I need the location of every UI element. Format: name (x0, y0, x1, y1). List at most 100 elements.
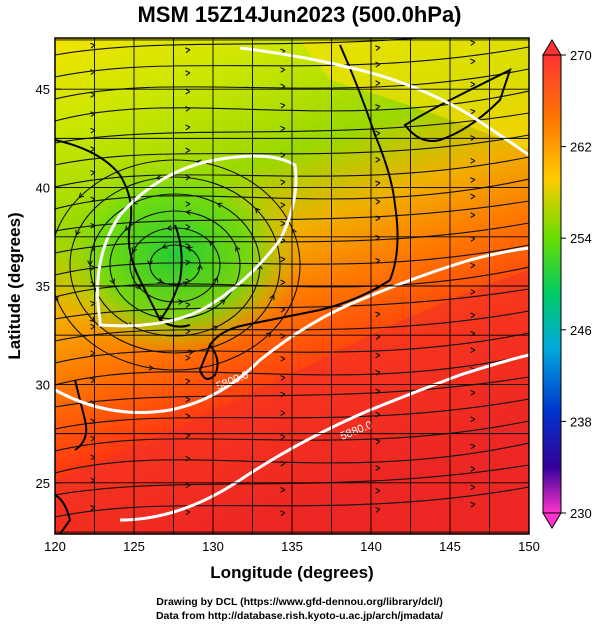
streamline-arrow (185, 455, 191, 462)
streamline-arrow (269, 294, 275, 301)
x-tick-label: 135 (281, 539, 303, 554)
colorbar-scale (542, 54, 562, 514)
streamline-loop (129, 227, 221, 303)
x-axis: 120 125 130 135 140 145 150 (44, 528, 540, 554)
contour-low-center (96, 154, 298, 328)
colorbar-bottom-triangle (542, 512, 562, 529)
streamline-arrow (185, 209, 192, 216)
colorbar-tick-label: 230 (570, 506, 592, 521)
y-axis: 25 30 35 40 45 (36, 82, 61, 491)
streamline-arrow (375, 215, 381, 222)
streamline-arrow (185, 378, 191, 385)
streamline-arrow (470, 288, 476, 295)
streamline-arrow (470, 389, 476, 396)
streamline-arrow (280, 487, 286, 493)
streamline-arrow (470, 501, 476, 508)
streamline-arrow (470, 177, 476, 183)
colorbar-tick-label: 262 (570, 140, 592, 155)
streamline-arrow (185, 302, 191, 308)
streamline-arrow (375, 465, 381, 472)
streamline-arrow (375, 198, 381, 205)
x-axis-label: Longitude (degrees) (210, 563, 373, 582)
streamline-arrow (470, 40, 476, 46)
streamline-arrow (185, 243, 191, 249)
colorbar-tick-label: 238 (570, 414, 592, 429)
streamline-arrow (470, 416, 476, 423)
streamline-arrow (280, 355, 286, 362)
streamline-arrow (157, 277, 163, 284)
streamline-arrow (280, 391, 286, 398)
streamline-arrow (375, 80, 381, 87)
streamline-arrow (185, 174, 191, 181)
streamline-arrow (470, 193, 476, 200)
streamline-arrow (280, 125, 286, 132)
footer-credit-data: Data from http://database.rish.kyoto-u.a… (155, 610, 444, 622)
streamline-arrow (197, 264, 203, 270)
streamline-arrow (280, 510, 286, 517)
streamline-arrow (185, 70, 191, 77)
streamline-arrow (235, 246, 241, 252)
streamline-arrow (78, 192, 85, 199)
streamline-arrow (470, 312, 476, 319)
streamline-arrow (185, 354, 191, 361)
streamline-arrow (280, 179, 286, 186)
streamline-arrow (148, 364, 154, 371)
streamline-arrow (470, 157, 476, 164)
streamline-arrow (185, 201, 191, 207)
y-tick-label: 45 (36, 82, 50, 97)
streamline-arrow (109, 278, 115, 284)
streamline-arrow (375, 104, 381, 110)
grid-lines (55, 38, 529, 534)
streamline-arrow (162, 243, 168, 249)
x-tick-label: 120 (44, 539, 66, 554)
streamline-arrow (470, 262, 476, 269)
streamline-arrow (212, 277, 219, 283)
streamline-arrow (375, 61, 381, 68)
streamline-loop (69, 176, 281, 354)
streamline-arrow (280, 220, 286, 227)
streamline-arrow (185, 106, 191, 112)
streamline-arrow (280, 279, 286, 286)
streamline-arrow (375, 352, 381, 359)
streamline-arrow (375, 507, 381, 513)
contour-northern (239, 46, 529, 157)
streamline-arrow (280, 256, 286, 263)
streamline-arrow (187, 246, 193, 253)
coastline-taiwan (55, 494, 72, 534)
contour-5880 (119, 353, 529, 522)
streamline-arrow (185, 259, 191, 266)
streamline-arrow (375, 388, 381, 395)
streamline-arrow (470, 484, 476, 491)
streamline-arrow (375, 411, 381, 418)
y-axis-label: Latitude (degrees) (5, 212, 24, 359)
streamline-arrow (75, 229, 81, 236)
streamline-arrow (470, 443, 476, 450)
y-tick-label: 35 (36, 279, 50, 294)
streamline-arrow (185, 328, 191, 335)
streamline-arrow (375, 180, 381, 187)
y-tick-label: 30 (36, 377, 50, 392)
footer-credit-dcl: Drawing by DCL (https://www.gfd-dennou.o… (156, 596, 443, 608)
streamline-arrow (375, 130, 381, 137)
streamline-arrow (185, 124, 191, 131)
streamline-arrow (470, 212, 476, 218)
streamline-arrow (280, 152, 286, 158)
streamline-arrow (375, 369, 381, 376)
streamline-arrow (375, 45, 381, 51)
colorbar-tick-label: 254 (570, 231, 592, 246)
streamline-arrow (280, 83, 286, 90)
streamline-arrow (280, 375, 286, 381)
coastline-korea (159, 224, 183, 321)
streamline-arrow (219, 299, 226, 305)
streamline-arrow (375, 257, 381, 264)
streamline-arrow (375, 311, 381, 318)
streamline-arrow (185, 47, 191, 54)
streamline-arrow (470, 108, 476, 115)
streamline-arrow (280, 202, 286, 208)
streamline-arrow (185, 147, 191, 154)
streamline-arrow (147, 260, 153, 266)
coastline-china-east (74, 379, 88, 451)
streamline-arrow (185, 509, 191, 516)
streamline-arrow (280, 102, 286, 109)
